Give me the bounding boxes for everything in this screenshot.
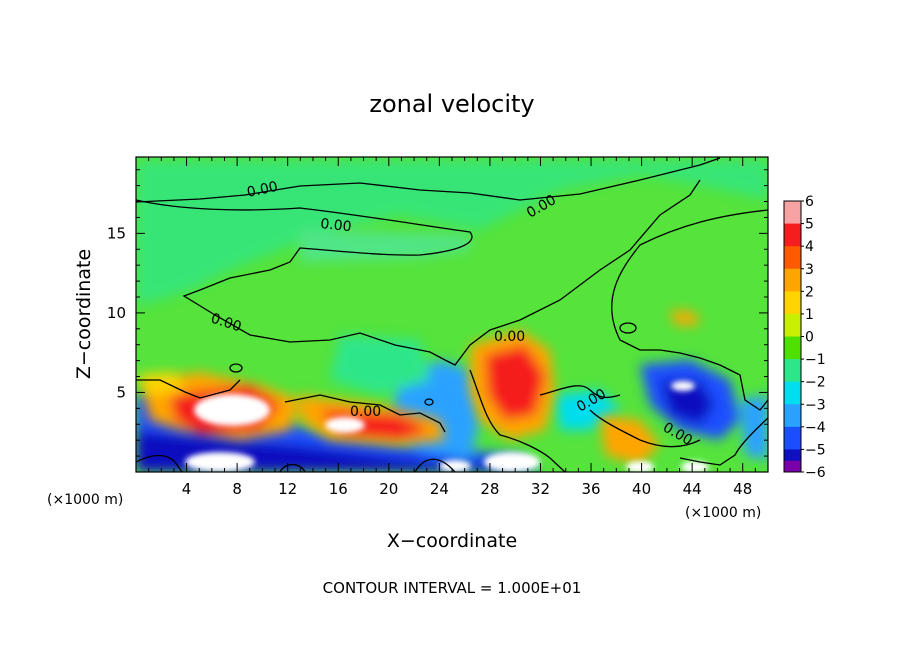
colorbar-swatch xyxy=(784,223,801,247)
contour-interval-note: CONTOUR INTERVAL = 1.000E+01 xyxy=(323,579,582,597)
x-axis-label: X−coordinate xyxy=(387,530,517,552)
colorbar-swatch xyxy=(784,246,801,270)
colorbar-label: 1 xyxy=(805,307,814,323)
colorbar-label: −2 xyxy=(805,375,826,391)
y-axis-label: Z−coordinate xyxy=(73,249,95,379)
colorbar-label: 6 xyxy=(805,194,814,210)
colorbar-swatch xyxy=(784,201,801,225)
colorbar-label: −6 xyxy=(805,465,826,481)
colorbar-swatch xyxy=(784,313,801,337)
x-units-left: (×1000 m) xyxy=(47,492,123,508)
colorbar-label: 4 xyxy=(805,239,814,255)
colorbar-swatch xyxy=(784,404,801,428)
x-tick-label: 16 xyxy=(329,480,348,498)
x-units-right: (×1000 m) xyxy=(685,505,761,521)
colorbar-label: −4 xyxy=(805,420,826,436)
colorbar-label: −1 xyxy=(805,352,826,368)
x-tick-label: 4 xyxy=(182,480,192,498)
y-tick-label: 10 xyxy=(107,304,126,322)
colorbar-label: 0 xyxy=(805,330,814,346)
contour-label: 0.00 xyxy=(246,179,280,201)
colorbar-swatch xyxy=(784,268,801,292)
saturated-cores xyxy=(185,381,709,472)
colorbar-swatch xyxy=(784,460,801,472)
colorbar-swatch xyxy=(784,426,801,450)
colorbar: 6 5 4 3 2 1 0 −1 −2 −3 −4 −5 −6 xyxy=(783,194,826,481)
x-tick-label: 24 xyxy=(430,480,449,498)
chart-title: zonal velocity xyxy=(369,90,534,118)
plot-area: 0.00 0.00 0.00 0.00 0.00 0.00 0.00 0.00 xyxy=(136,157,768,472)
x-tick-label: 8 xyxy=(232,480,242,498)
colorbar-label: −3 xyxy=(805,397,826,413)
x-tick-label: 32 xyxy=(531,480,550,498)
colorbar-label: −5 xyxy=(805,442,826,458)
colorbar-swatch xyxy=(784,336,801,360)
colorbar-label: 3 xyxy=(805,262,814,278)
colorbar-label: 2 xyxy=(805,284,814,300)
x-tick-label: 36 xyxy=(581,480,600,498)
contour-label: 0.00 xyxy=(350,404,381,420)
colorbar-swatch xyxy=(784,359,801,383)
contour-label: 0.00 xyxy=(494,329,525,345)
x-tick-label: 12 xyxy=(278,480,297,498)
x-tick-label: 28 xyxy=(480,480,499,498)
x-tick-label: 48 xyxy=(733,480,752,498)
colorbar-swatch xyxy=(784,381,801,405)
y-tick-label: 15 xyxy=(107,224,126,242)
x-tick-label: 20 xyxy=(379,480,398,498)
x-tick-label: 40 xyxy=(632,480,651,498)
contour-label: 0.00 xyxy=(320,216,353,235)
x-tick-label: 44 xyxy=(683,480,702,498)
y-tick-label: 5 xyxy=(116,383,126,401)
colorbar-label: 5 xyxy=(805,217,814,233)
zero-contours xyxy=(136,157,768,472)
colorbar-swatch xyxy=(784,291,801,315)
